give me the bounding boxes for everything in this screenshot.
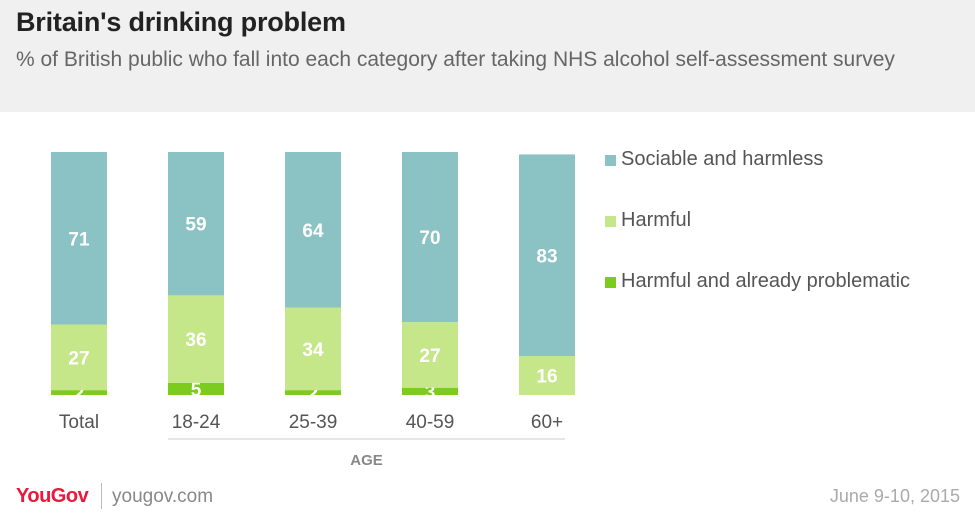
legend-swatch-harmful	[605, 216, 616, 227]
data-label-sociable-and-harmless-total: 71	[68, 229, 90, 250]
legend-label-sociable: Sociable and harmless	[621, 148, 824, 170]
data-label-harmful-25-39: 34	[302, 340, 324, 361]
legend-swatch-sociable	[605, 155, 616, 166]
yougov-logo[interactable]: YouGov	[16, 485, 89, 507]
data-label-harmful-and-already-problematic-25-39: 2	[308, 384, 319, 405]
legend-label-problematic: Harmful and already problematic	[621, 270, 911, 292]
bar-harmful-and-already-problematic-total	[51, 390, 107, 395]
stacked-bar-chart: 2 27 71 Total 5 36 59 18-24 2 34 64 25-39 3 27 70 40-59…	[51, 152, 575, 469]
bar-harmful-and-already-problematic-40-59	[402, 387, 458, 395]
data-label-harmful-40-59: 27	[419, 346, 440, 367]
bar-sociable-and-harmless-60	[519, 154, 575, 357]
bar-harmful-60	[519, 356, 575, 395]
bar-harmful-40-59	[402, 322, 458, 388]
data-label-harmful-and-already-problematic-18-24: 5	[191, 380, 202, 401]
footer-date: June 9-10, 2015	[829, 486, 960, 506]
data-label-harmful-total: 27	[68, 348, 89, 369]
footer-divider	[101, 483, 102, 509]
data-label-sociable-and-harmless-25-39: 64	[302, 221, 324, 242]
data-label-sociable-and-harmless-60: 83	[536, 246, 557, 267]
bar-harmful-and-already-problematic-25-39	[285, 390, 341, 395]
bar-sociable-and-harmless-40-59	[402, 152, 458, 323]
bar-sociable-and-harmless-25-39	[285, 152, 341, 308]
bar-harmful-and-already-problematic-18-24	[168, 382, 224, 395]
data-label-harmful-and-already-problematic-total: 2	[74, 384, 85, 405]
x-tick-label-40-59: 40-59	[406, 412, 455, 433]
x-tick-label-18-24: 18-24	[172, 412, 221, 433]
header: Britain's drinking problem % of British …	[0, 0, 975, 112]
data-label-harmful-60: 16	[536, 367, 557, 388]
data-label-sociable-and-harmless-18-24: 59	[185, 215, 206, 236]
footer-url-link[interactable]: yougov.com	[112, 486, 214, 507]
legend-swatch-problematic	[605, 277, 616, 288]
x-tick-label-total: Total	[59, 412, 99, 433]
data-label-harmful-and-already-problematic-40-59: 3	[425, 382, 436, 403]
chart-title: Britain's drinking problem	[16, 7, 346, 37]
bar-sociable-and-harmless-total	[51, 152, 107, 325]
x-tick-label-25-39: 25-39	[289, 412, 338, 433]
chart-subtitle: % of British public who fall into each c…	[16, 48, 895, 71]
bar-harmful-total	[51, 324, 107, 391]
data-label-harmful-18-24: 36	[185, 330, 206, 351]
bar-harmful-18-24	[168, 295, 224, 383]
legend-label-harmful: Harmful	[621, 209, 692, 231]
bar-sociable-and-harmless-18-24	[168, 152, 224, 296]
age-group-label: AGE	[350, 452, 383, 469]
data-label-sociable-and-harmless-40-59: 70	[419, 228, 440, 249]
x-tick-label-60: 60+	[531, 412, 563, 433]
bar-harmful-25-39	[285, 307, 341, 391]
